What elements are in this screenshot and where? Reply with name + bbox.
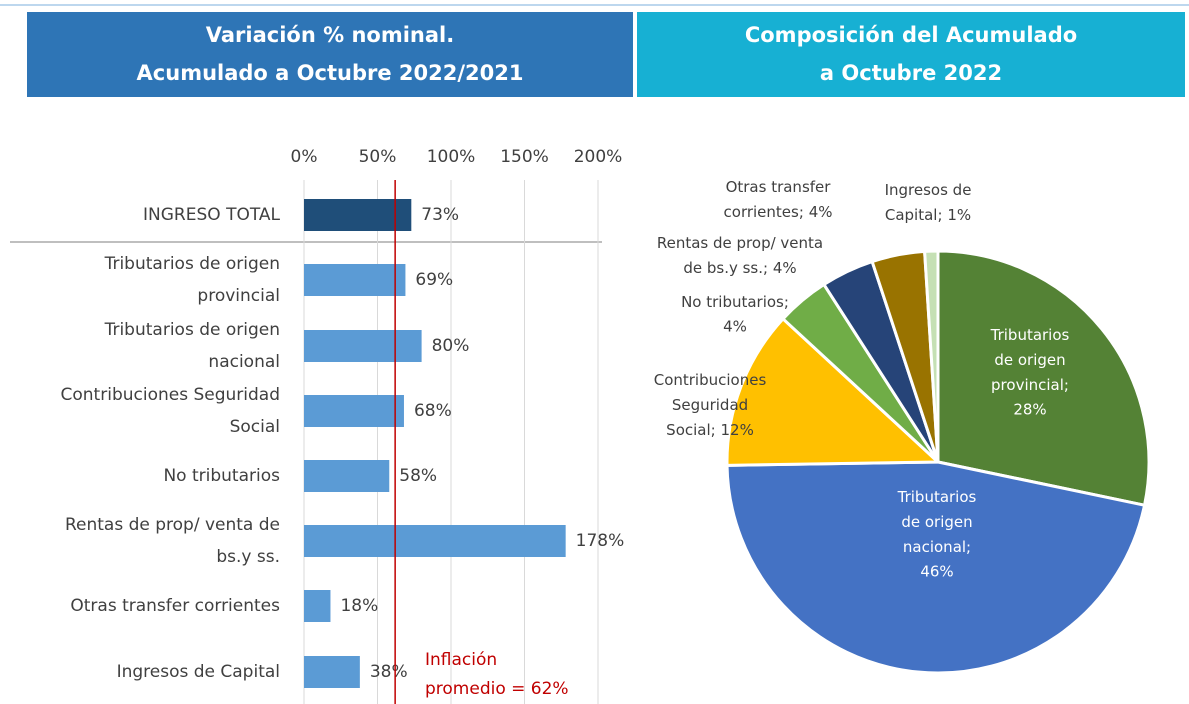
bar: [304, 264, 406, 296]
slice-label: Tributarios: [897, 488, 977, 506]
header-box: [27, 12, 633, 97]
slice-label: corrientes; 4%: [724, 203, 833, 221]
category-label: INGRESO TOTAL: [143, 205, 280, 225]
slice-label-line: de origen: [901, 513, 972, 531]
pie-slice: [725, 316, 942, 467]
slice-label: Seguridad: [672, 396, 748, 414]
slice-label-line: nacional;: [903, 538, 971, 556]
slice-label-line: Ingresos de: [885, 181, 972, 199]
x-tick-label: 0%: [291, 147, 318, 167]
slice-label: Otras transfer: [726, 178, 832, 196]
reference-label: Inflación: [425, 650, 497, 670]
slice-label-line: de origen: [994, 351, 1065, 369]
slice-label: de origen: [901, 513, 972, 531]
pie-slice: [725, 460, 1147, 675]
slice-label-line: Otras transfer: [726, 178, 832, 196]
slice-label: No tributarios;: [681, 293, 789, 311]
category-label: Ingresos de Capital: [117, 662, 280, 682]
slice-label-line: Rentas de prop/ venta: [657, 234, 823, 252]
slice-label: de bs.y ss.; 4%: [683, 259, 796, 277]
category-label: nacional: [208, 352, 280, 372]
value-label: 68%: [414, 401, 452, 421]
reference-label: promedio = 62%: [425, 679, 569, 699]
bar: [304, 525, 566, 557]
value-label: 73%: [421, 205, 459, 225]
header-title: Variación % nominal.: [206, 23, 454, 47]
slice-value-label: 4%: [773, 259, 797, 277]
slice-label-line: Social;: [666, 421, 716, 439]
bar: [304, 656, 360, 688]
slice-value-label: 46%: [920, 563, 953, 581]
header-title: a Octubre 2022: [820, 61, 1002, 85]
slice-value-label: 12%: [720, 421, 753, 439]
slice-label-line: Tributarios: [897, 488, 977, 506]
category-label: Tributarios de origen: [104, 254, 280, 274]
value-label: 38%: [370, 662, 408, 682]
category-label: bs.y ss.: [216, 547, 280, 567]
slice-label-line: No tributarios;: [681, 293, 789, 311]
bar: [304, 460, 390, 492]
slice-label-line: Seguridad: [672, 396, 748, 414]
slice-label-line: corrientes;: [724, 203, 804, 221]
value-label: 58%: [399, 466, 437, 486]
bar: [304, 199, 412, 231]
slice-label: Tributarios: [990, 326, 1070, 344]
slice-value-label: 4%: [809, 203, 833, 221]
slice-label: nacional;: [903, 538, 971, 556]
slice-label: Contribuciones: [654, 371, 767, 389]
value-label: 178%: [576, 531, 625, 551]
bar: [304, 330, 422, 362]
value-label: 69%: [415, 270, 453, 290]
x-tick-label: 200%: [574, 147, 623, 167]
category-label: Tributarios de origen: [104, 320, 280, 340]
category-label: Social: [230, 417, 280, 437]
x-tick-label: 150%: [500, 147, 549, 167]
bar: [304, 590, 331, 622]
slice-label-line: Tributarios: [990, 326, 1070, 344]
slice-label-line: Contribuciones: [654, 371, 767, 389]
slice-label-line: de bs.y ss.;: [683, 259, 768, 277]
header-title: Composición del Acumulado: [745, 23, 1077, 47]
slice-label-line: Capital;: [885, 206, 943, 224]
bar: [304, 395, 404, 427]
category-label: Rentas de prop/ venta de: [65, 515, 280, 535]
category-label: Contribuciones Seguridad: [61, 385, 280, 405]
category-label: Otras transfer corrientes: [70, 596, 280, 616]
x-tick-label: 50%: [359, 147, 397, 167]
slice-value-label: 4%: [723, 318, 747, 336]
header-title: Acumulado a Octubre 2022/2021: [137, 61, 524, 85]
value-label: 18%: [340, 596, 378, 616]
pie-slice: [923, 249, 940, 463]
value-label: 80%: [432, 336, 470, 356]
slice-label: Rentas de prop/ venta: [657, 234, 823, 252]
slice-value-label: 28%: [1013, 401, 1046, 419]
slice-label: provincial;: [991, 376, 1069, 394]
x-tick-label: 100%: [427, 147, 476, 167]
slice-label: Ingresos de: [885, 181, 972, 199]
slice-value-label: 1%: [947, 206, 971, 224]
header-box: [637, 12, 1185, 97]
category-label: No tributarios: [163, 466, 280, 486]
pie-slice: [936, 249, 1151, 507]
category-label: provincial: [197, 286, 280, 306]
slice-label: de origen: [994, 351, 1065, 369]
slice-label: Social; 12%: [666, 421, 754, 439]
slice-label-line: provincial;: [991, 376, 1069, 394]
slice-label: Capital; 1%: [885, 206, 971, 224]
